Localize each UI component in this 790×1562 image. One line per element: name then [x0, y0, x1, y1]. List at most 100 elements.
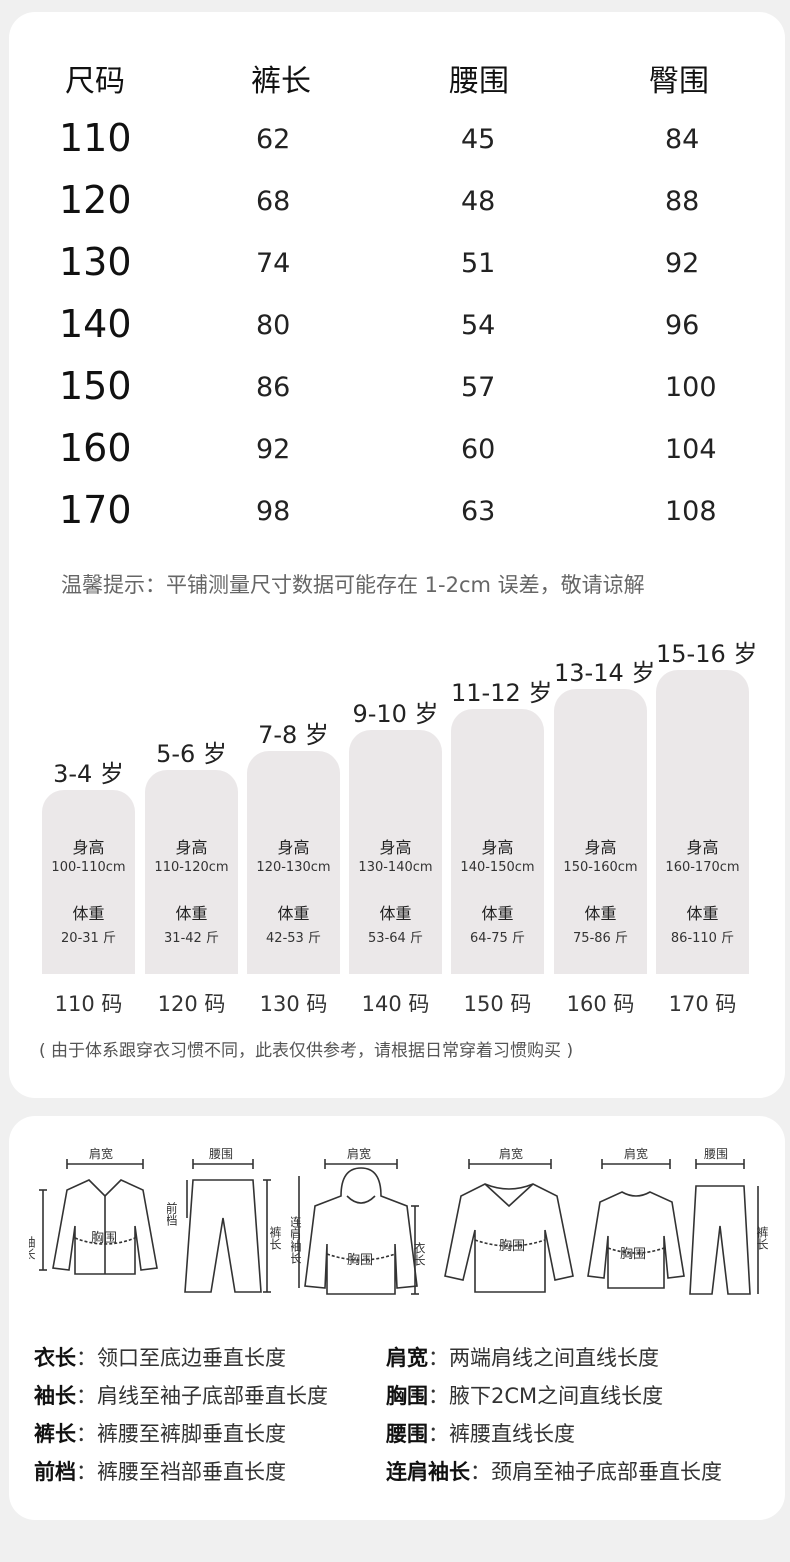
weight-value: 31-42 斤 [164, 931, 219, 946]
length-cell: 98 [256, 496, 291, 527]
header-hip: 臀围 [649, 64, 709, 99]
length-cell: 68 [256, 186, 291, 217]
weight-label: 体重 [584, 904, 617, 923]
weight-value: 86-110 斤 [670, 931, 735, 946]
definition-item: 腰围：裤腰直线长度 [386, 1418, 575, 1448]
age-label: 15-16 岁 [656, 640, 758, 668]
waist-cell: 60 [461, 434, 496, 465]
definition-text: 两端肩线之间直线长度 [449, 1346, 659, 1370]
size-cell: 170 [59, 488, 132, 532]
svg-text:胸围: 胸围 [620, 1247, 646, 1262]
height-value: 160-170cm [665, 860, 740, 875]
weight-label: 体重 [277, 904, 310, 923]
definition-text: 腋下2CM之间直线长度 [449, 1384, 664, 1408]
definition-term: 裤长 [34, 1422, 76, 1446]
measurement-tip: 温馨提示：平铺测量尺寸数据可能存在 1-2cm 误差，敬请谅解 [61, 573, 645, 597]
hip-cell: 100 [665, 372, 717, 403]
sweater-illustration: 肩宽 胸围 [439, 1146, 579, 1296]
definition-term: 肩宽 [386, 1346, 428, 1370]
size-chart-card: 尺码 裤长 腰围 臀围 110 62 45 84 120 68 48 88 130 74 51 92 1… [9, 12, 785, 1098]
age-bar [451, 709, 544, 974]
height-value: 120-130cm [256, 860, 331, 875]
svg-text:肩宽: 肩宽 [499, 1146, 523, 1161]
definition-term: 腰围 [386, 1422, 428, 1446]
reference-note: ( 由于体系跟穿衣习惯不同，此表仅供参考，请根据日常穿着习惯购买 ) [39, 1041, 574, 1061]
age-label: 7-8 岁 [258, 721, 329, 749]
size-cell: 140 [59, 302, 132, 346]
svg-text:肩宽: 肩宽 [347, 1146, 371, 1161]
hip-cell: 96 [665, 310, 700, 341]
age-label: 3-4 岁 [53, 760, 124, 788]
definition-term: 连肩袖长 [386, 1460, 470, 1484]
hip-cell: 108 [665, 496, 717, 527]
size-code-label: 160 码 [566, 992, 635, 1016]
age-bar [656, 670, 749, 974]
height-value: 110-120cm [154, 860, 229, 875]
svg-text:胸围: 胸围 [499, 1239, 525, 1254]
height-label: 身高 [72, 838, 105, 857]
definition-term: 前档 [34, 1460, 76, 1484]
weight-label: 体重 [686, 904, 719, 923]
size-cell: 130 [59, 240, 132, 284]
length-cell: 86 [256, 372, 291, 403]
size-cell: 150 [59, 364, 132, 408]
height-value: 100-110cm [51, 860, 126, 875]
weight-label: 体重 [175, 904, 208, 923]
height-label: 身高 [686, 838, 719, 857]
svg-text:裤长: 裤长 [268, 1226, 282, 1250]
svg-text:衣长: 衣长 [412, 1241, 426, 1266]
weight-label: 体重 [481, 904, 514, 923]
weight-value: 64-75 斤 [470, 931, 525, 946]
definition-text: 颈肩至袖子底部垂直长度 [491, 1460, 722, 1484]
definition-separator: ： [76, 1460, 97, 1484]
sweatshirt-set-illustration: 肩宽 胸围 腰围 裤长 [584, 1146, 774, 1296]
svg-text:袖长: 袖长 [29, 1235, 36, 1260]
definition-separator: ： [428, 1384, 449, 1408]
weight-value: 75-86 斤 [573, 931, 628, 946]
pants-illustration: 腰围 前档 裤长 [167, 1146, 287, 1296]
definition-text: 裤腰至裆部垂直长度 [97, 1460, 286, 1484]
svg-text:胸围: 胸围 [347, 1253, 373, 1268]
svg-text:腰围: 腰围 [209, 1147, 233, 1161]
height-label: 身高 [584, 838, 617, 857]
jacket-illustration: 肩宽 胸围 袖长 [29, 1146, 159, 1296]
size-code-label: 140 码 [361, 992, 430, 1016]
definition-item: 裤长：裤腰至裤脚垂直长度 [34, 1418, 286, 1448]
weight-value: 42-53 斤 [266, 931, 321, 946]
weight-label: 体重 [379, 904, 412, 923]
measurement-guide-card: 肩宽 胸围 袖长 腰围 前档 裤长 [9, 1116, 785, 1520]
svg-text:肩宽: 肩宽 [89, 1146, 113, 1161]
age-bar [349, 730, 442, 974]
age-label: 11-12 岁 [451, 679, 553, 707]
size-code-label: 110 码 [54, 992, 123, 1016]
age-bar [247, 751, 340, 974]
hoodie-illustration: 肩宽 胸围 衣长 连肩袖长 [291, 1146, 431, 1296]
header-length: 裤长 [251, 64, 311, 99]
waist-cell: 48 [461, 186, 496, 217]
length-cell: 80 [256, 310, 291, 341]
weight-value: 20-31 斤 [61, 931, 116, 946]
size-code-label: 170 码 [668, 992, 737, 1016]
svg-text:腰围: 腰围 [704, 1147, 728, 1161]
age-bar [42, 790, 135, 974]
height-label: 身高 [379, 838, 412, 857]
svg-text:前档: 前档 [167, 1201, 178, 1226]
definition-separator: ： [76, 1346, 97, 1370]
waist-cell: 63 [461, 496, 496, 527]
definition-separator: ： [76, 1422, 97, 1446]
definition-text: 裤腰直线长度 [449, 1422, 575, 1446]
weight-value: 53-64 斤 [368, 931, 423, 946]
definition-text: 裤腰至裤脚垂直长度 [97, 1422, 286, 1446]
height-value: 140-150cm [460, 860, 535, 875]
svg-text:裤长: 裤长 [755, 1226, 769, 1250]
header-size: 尺码 [65, 64, 125, 99]
age-label: 13-14 岁 [554, 659, 656, 687]
waist-cell: 45 [461, 124, 496, 155]
height-value: 150-160cm [563, 860, 638, 875]
definition-separator: ： [428, 1346, 449, 1370]
length-cell: 92 [256, 434, 291, 465]
weight-label: 体重 [72, 904, 105, 923]
height-value: 130-140cm [358, 860, 433, 875]
definition-item: 前档：裤腰至裆部垂直长度 [34, 1456, 286, 1486]
header-waist: 腰围 [449, 64, 509, 99]
